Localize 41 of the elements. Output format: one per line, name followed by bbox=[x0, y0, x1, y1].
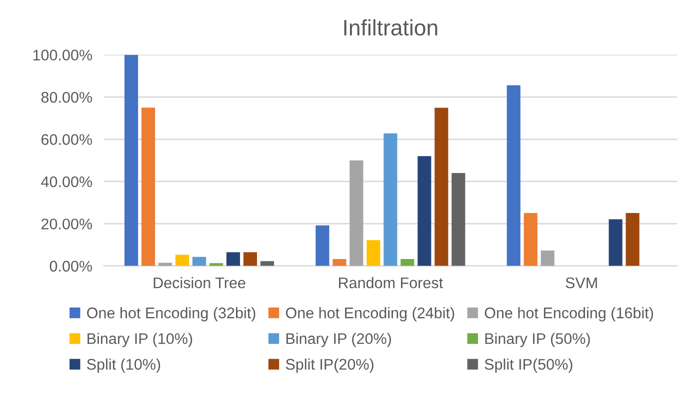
legend-label: Split IP(50%) bbox=[484, 358, 572, 373]
y-tick-label: 80.00% bbox=[41, 92, 92, 103]
legend-label: Binary IP (50%) bbox=[485, 332, 590, 348]
bar bbox=[209, 263, 224, 266]
bar bbox=[260, 261, 274, 266]
y-tick-label: 60.00% bbox=[42, 134, 92, 145]
bar bbox=[192, 256, 206, 266]
legend-label: One hot Encoding (24bit) bbox=[286, 307, 454, 322]
legend-label: Split IP(20%) bbox=[286, 358, 374, 373]
y-tick-label: 0.00% bbox=[50, 260, 92, 272]
legend-label: One hot Encoding (16bit) bbox=[484, 307, 654, 322]
y-tick-label: 100.00% bbox=[33, 50, 92, 60]
bar bbox=[506, 85, 520, 266]
bar bbox=[524, 212, 538, 266]
legend-label: Binary IP (10%) bbox=[88, 332, 192, 348]
bar bbox=[418, 156, 432, 266]
y-tick-label: 20.00% bbox=[41, 218, 92, 230]
legend-label: One hot Encoding (32bit) bbox=[87, 307, 256, 322]
bar bbox=[452, 173, 466, 266]
bar bbox=[226, 252, 240, 266]
y-tick-label: 40.00% bbox=[41, 176, 92, 188]
legend-label: Split (10%) bbox=[87, 358, 160, 373]
bar bbox=[141, 108, 156, 266]
bar bbox=[350, 160, 364, 266]
x-tick-label: SVM bbox=[566, 277, 597, 288]
legend-label: Binary IP (20%) bbox=[286, 332, 391, 348]
bar bbox=[316, 225, 330, 266]
bar bbox=[434, 108, 448, 266]
bar bbox=[384, 133, 398, 266]
bar bbox=[124, 54, 138, 266]
bar bbox=[366, 240, 380, 266]
bar bbox=[400, 258, 414, 266]
bar bbox=[332, 258, 346, 266]
bar bbox=[540, 250, 554, 266]
bar bbox=[243, 252, 258, 266]
x-tick-label: Random Forest bbox=[339, 277, 443, 288]
bar bbox=[608, 219, 622, 266]
bar bbox=[626, 212, 640, 266]
chart-title: Infiltration bbox=[344, 19, 438, 36]
bar bbox=[175, 254, 190, 266]
x-tick-label: Decision Tree bbox=[154, 277, 246, 288]
